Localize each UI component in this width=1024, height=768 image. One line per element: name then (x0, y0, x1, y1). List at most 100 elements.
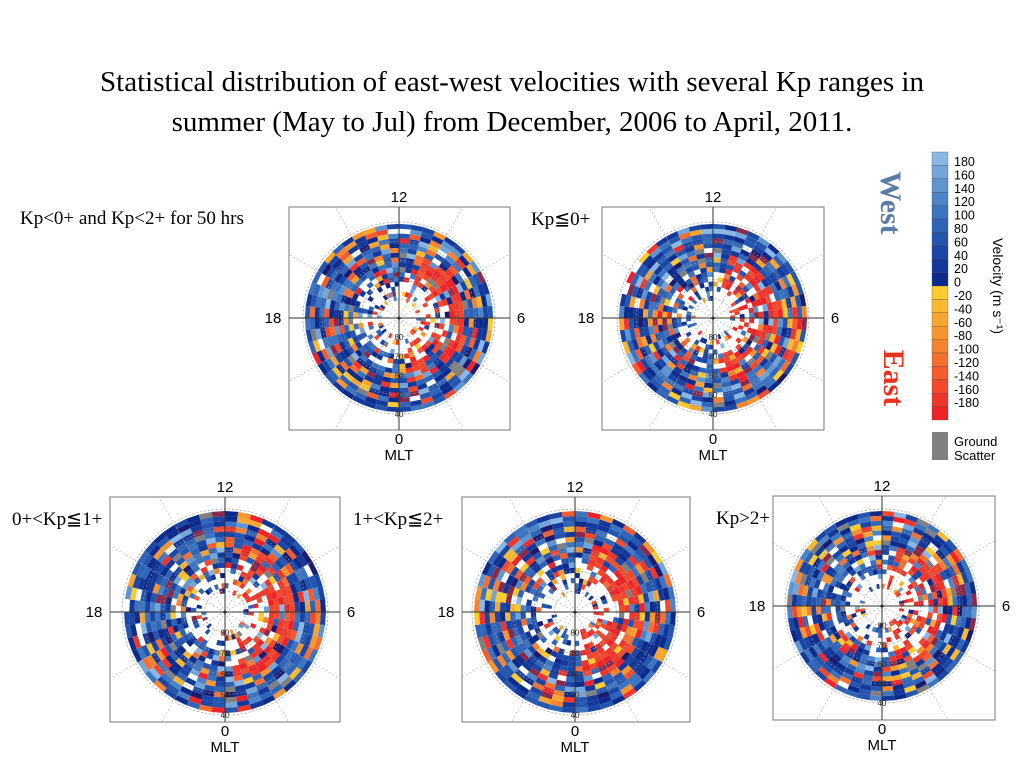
velocity-cell (256, 638, 265, 647)
velocity-cell (384, 262, 393, 269)
velocity-cell (399, 396, 411, 403)
velocity-cell (243, 612, 249, 616)
x-axis-label: MLT (385, 447, 414, 464)
velocity-cell (352, 311, 359, 318)
velocity-cell (661, 244, 674, 255)
velocity-cell (713, 223, 726, 230)
velocity-cell (617, 661, 629, 672)
velocity-cell (346, 345, 355, 355)
velocity-cell (349, 298, 357, 307)
velocity-cell (575, 706, 589, 713)
velocity-cell (705, 257, 713, 263)
velocity-cell (632, 619, 640, 629)
velocity-cell (477, 636, 487, 651)
velocity-cell (268, 605, 275, 612)
velocity-cell (930, 565, 940, 576)
velocity-cell (719, 342, 726, 349)
velocity-cell (838, 544, 850, 554)
velocity-cell (326, 336, 335, 347)
velocity-cell (182, 581, 190, 590)
velocity-cell (904, 625, 912, 633)
velocity-cell (713, 368, 721, 374)
velocity-cell (753, 284, 762, 293)
velocity-cell (938, 580, 946, 591)
velocity-cell (186, 631, 194, 639)
velocity-cell (399, 382, 409, 389)
velocity-cell (882, 549, 890, 556)
slide-title: Statistical distribution of east-west ve… (0, 62, 1024, 142)
velocity-cell (653, 564, 664, 578)
velocity-cell (449, 310, 455, 318)
mlt-label-12: 12 (217, 479, 234, 496)
velocity-cell (628, 318, 635, 330)
mlt-gridline (511, 611, 576, 722)
velocity-cell (351, 275, 360, 285)
velocity-cell (274, 558, 285, 570)
velocity-cell (448, 265, 459, 276)
velocity-cell (162, 627, 170, 637)
velocity-cell (806, 596, 812, 606)
velocity-cell (713, 373, 721, 379)
velocity-cell (886, 584, 891, 590)
velocity-cell (546, 604, 553, 609)
velocity-cell (494, 601, 501, 612)
velocity-cell (790, 569, 799, 583)
velocity-cell (384, 367, 393, 374)
velocity-cell (471, 297, 478, 309)
velocity-cell (791, 594, 798, 606)
velocity-cell (599, 700, 614, 710)
velocity-cell (917, 595, 924, 602)
velocity-cell (217, 552, 225, 558)
velocity-cell (499, 602, 506, 612)
velocity-cell (575, 588, 579, 594)
velocity-cell (515, 634, 524, 645)
velocity-cell (361, 248, 373, 258)
velocity-cell (252, 635, 261, 644)
latitude-label: 80 (221, 629, 230, 638)
velocity-cell (662, 304, 669, 312)
velocity-cell (713, 349, 718, 355)
velocity-cell (877, 632, 882, 639)
velocity-cell (346, 258, 357, 269)
velocity-cell (567, 557, 575, 563)
velocity-cell (160, 603, 166, 612)
velocity-cell (509, 647, 520, 658)
velocity-cell (287, 620, 295, 631)
velocity-cell (253, 677, 266, 687)
velocity-cell (368, 324, 375, 331)
velocity-cell (374, 304, 380, 310)
velocity-cell (812, 568, 821, 579)
velocity-cell (503, 679, 517, 693)
velocity-cell (561, 638, 568, 645)
velocity-cell (531, 642, 541, 651)
latitude-label: 60 (878, 660, 887, 669)
velocity-cell (620, 665, 632, 676)
velocity-cell (503, 547, 515, 560)
velocity-cell (315, 328, 323, 340)
velocity-cell (722, 278, 729, 285)
velocity-cell (575, 536, 585, 543)
velocity-cell (241, 671, 252, 680)
velocity-cell (412, 296, 419, 303)
velocity-cell (297, 591, 305, 603)
latitude-label: 50 (709, 391, 718, 400)
velocity-cell (684, 278, 693, 286)
velocity-cell (317, 285, 326, 298)
velocity-cell (634, 275, 644, 288)
velocity-cell (257, 551, 268, 561)
velocity-cell (225, 583, 229, 589)
velocity-cell (945, 554, 956, 566)
velocity-cell (519, 632, 528, 642)
velocity-cell (752, 381, 765, 392)
velocity-cell (818, 666, 831, 678)
velocity-cell (188, 655, 198, 664)
velocity-cell (346, 367, 357, 378)
velocity-cell (372, 378, 383, 386)
velocity-cell (676, 285, 684, 293)
velocity-cell (234, 532, 246, 540)
velocity-cell (662, 318, 668, 325)
velocity-cell (738, 295, 745, 303)
mlt-label-0: 0 (395, 431, 403, 448)
velocity-cell (829, 568, 838, 578)
velocity-cell (542, 686, 555, 695)
